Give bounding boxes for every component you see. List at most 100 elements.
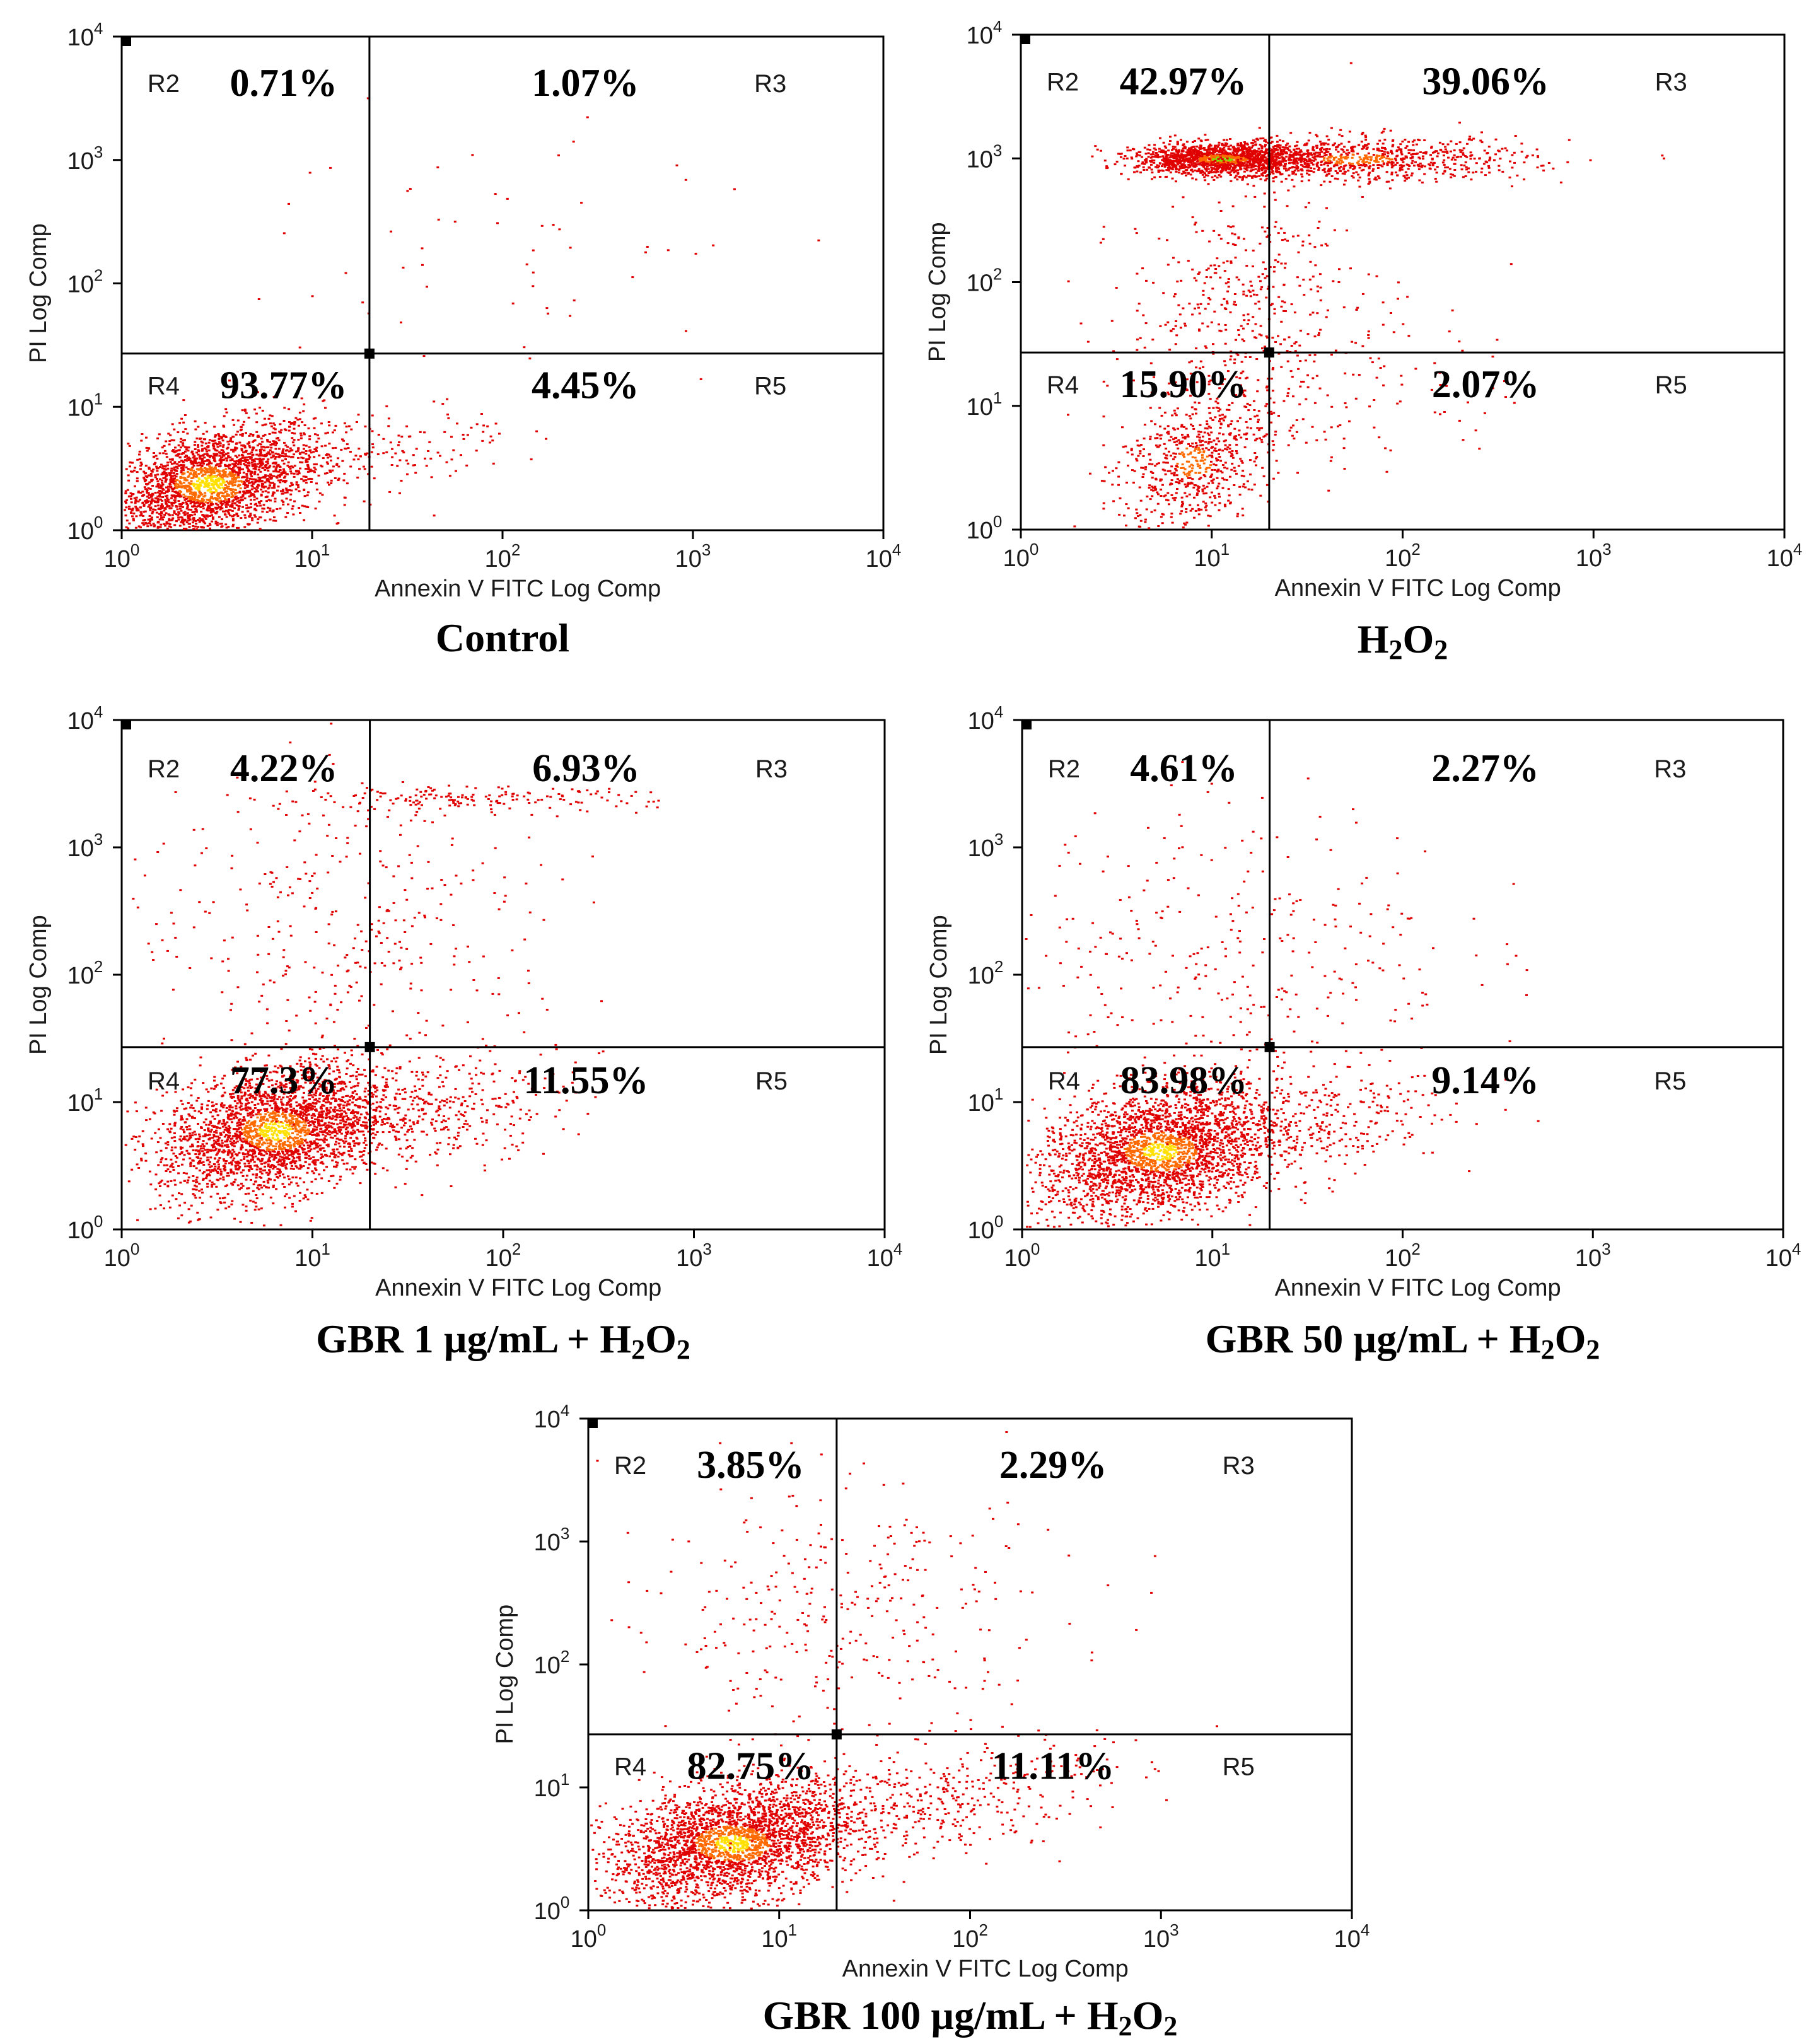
scatter-point [258,466,261,468]
scatter-point [1405,156,1408,159]
scatter-point [213,466,216,468]
scatter-point [1256,154,1259,157]
scatter-point [222,469,225,472]
scatter-point [171,504,174,507]
scatter-point [1258,127,1261,129]
scatter-point [1352,168,1355,170]
scatter-point [1218,496,1221,498]
scatter-points [1067,62,1665,530]
scatter-point [1296,141,1299,143]
scatter-point [274,468,277,470]
scatter-point [1367,174,1370,177]
scatter-point [1223,149,1226,151]
scatter-point [1136,152,1138,154]
scatter-point [168,443,171,446]
scatter-point [1271,159,1274,161]
scatter-point [1148,149,1151,151]
scatter-point [258,479,261,481]
scatter-point [221,453,224,456]
scatter-point [1399,164,1402,166]
scatter-point [204,518,207,520]
scatter-point [498,433,501,435]
scatter-point [1235,164,1238,166]
scatter-point [284,458,287,460]
scatter-point [206,485,209,487]
scatter-point [1175,180,1177,183]
scatter-point [1391,153,1393,155]
scatter-point [178,449,181,451]
scatter-point [1376,167,1380,169]
scatter-point [1305,142,1308,145]
scatter-point [441,403,445,405]
scatter-point [239,458,242,460]
scatter-point [1197,154,1201,156]
scatter-point [195,528,199,530]
scatter-point [279,431,282,434]
scatter-point [1259,160,1262,162]
scatter-point [1279,165,1282,166]
scatter-point [222,451,225,453]
scatter-point [1211,176,1214,178]
scatter-point [309,477,312,480]
scatter-point [199,467,202,469]
scatter-point [291,441,294,444]
corner-marker [122,37,131,46]
scatter-point [302,410,305,412]
scatter-point [187,446,190,449]
scatter-point [180,503,183,506]
scatter-point [303,489,306,491]
scatter-point [1422,151,1425,154]
scatter-point [209,467,212,470]
scatter-point [228,473,231,475]
scatter-point [209,461,211,463]
scatter-point [231,488,234,491]
scatter-point [1214,497,1217,499]
scatter-point [1219,161,1223,164]
gate-handle[interactable] [364,348,375,359]
scatter-point [557,154,560,156]
scatter-point [1192,151,1195,153]
scatter-point [1303,160,1306,161]
scatter-point [1361,160,1364,163]
scatter-point [373,477,376,480]
scatter-point [1228,159,1231,161]
scatter-point [182,493,185,496]
scatter-point [165,502,168,505]
scatter-point [1195,178,1197,181]
scatter-point [178,464,181,467]
scatter-point [1330,161,1333,164]
scatter-point [385,451,388,453]
scatter-point [1206,139,1209,141]
scatter-point [1453,175,1456,177]
scatter-point [1249,163,1252,165]
scatter-point [291,437,294,439]
scatter-point [344,448,347,450]
scatter-point [179,446,182,449]
scatter-point [1235,153,1238,155]
scatter-point [262,458,265,460]
scatter-point [204,442,207,444]
scatter-point [733,188,736,190]
scatter-point [214,434,217,437]
scatter-point [1494,138,1498,141]
scatter-point [156,526,160,529]
scatter-point [236,515,240,518]
scatter-point [1339,155,1342,158]
scatter-point [161,482,164,484]
x-tick-label: 100 [104,540,140,572]
scatter-point [1178,155,1182,158]
scatter-point [183,485,186,487]
scatter-point [1225,160,1228,163]
scatter-point [569,315,572,317]
scatter-point [1192,153,1195,155]
scatter-point [255,412,258,415]
scatter-point [1461,149,1464,152]
scatter-point [302,457,305,460]
scatter-point [1182,148,1185,149]
scatter-point [141,522,144,525]
scatter-point [398,492,401,494]
scatter-point [1244,158,1247,160]
scatter-point [1269,142,1272,144]
scatter-point [1366,146,1369,149]
scatter-point [180,491,182,493]
